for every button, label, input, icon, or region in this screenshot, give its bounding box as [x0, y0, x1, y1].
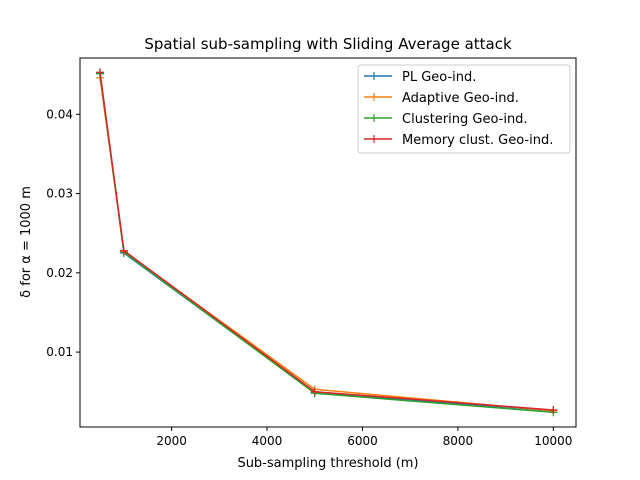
- legend-label: Clustering Geo-ind.: [402, 112, 528, 127]
- legend-box: [357, 64, 571, 154]
- legend-item: Adaptive Geo-ind.: [364, 91, 519, 106]
- x-axis-label: Sub-sampling threshold (m): [237, 456, 418, 471]
- data-point: [96, 68, 105, 77]
- legend-item: PL Geo-ind.: [364, 70, 476, 85]
- series-line-3: [99, 72, 554, 411]
- y-tick-label: 0.02: [46, 266, 73, 280]
- legend: PL Geo-ind. Adaptive Geo-ind. Clustering G…: [357, 64, 571, 154]
- x-tick-label: 2000: [156, 434, 187, 448]
- legend-item: Memory clust. Geo-ind.: [364, 133, 553, 148]
- data-point: [549, 405, 558, 414]
- data-point: [310, 387, 319, 396]
- chart-title: Spatial sub-sampling with Sliding Averag…: [144, 35, 512, 53]
- y-tick-label: 0.01: [46, 345, 73, 359]
- x-tick-label: 8000: [443, 434, 474, 448]
- legend-label: Memory clust. Geo-ind.: [402, 133, 553, 148]
- y-axis-label: δ for α = 1000 m: [19, 186, 34, 298]
- legend-item: Clustering Geo-ind.: [364, 112, 528, 127]
- plot-area: [79, 57, 577, 428]
- x-axis: 2000 4000 6000 8000 10000: [156, 427, 572, 448]
- x-tick-label: 10000: [534, 434, 572, 448]
- series-layer: [96, 68, 558, 417]
- y-axis: 0.01 0.02 0.03 0.04: [46, 107, 80, 359]
- y-tick-label: 0.03: [46, 187, 73, 201]
- data-point: [119, 246, 128, 255]
- x-tick-label: 6000: [347, 434, 378, 448]
- legend-label: PL Geo-ind.: [402, 70, 476, 85]
- x-tick-label: 4000: [252, 434, 283, 448]
- legend-label: Adaptive Geo-ind.: [402, 91, 519, 106]
- y-tick-label: 0.04: [46, 107, 73, 121]
